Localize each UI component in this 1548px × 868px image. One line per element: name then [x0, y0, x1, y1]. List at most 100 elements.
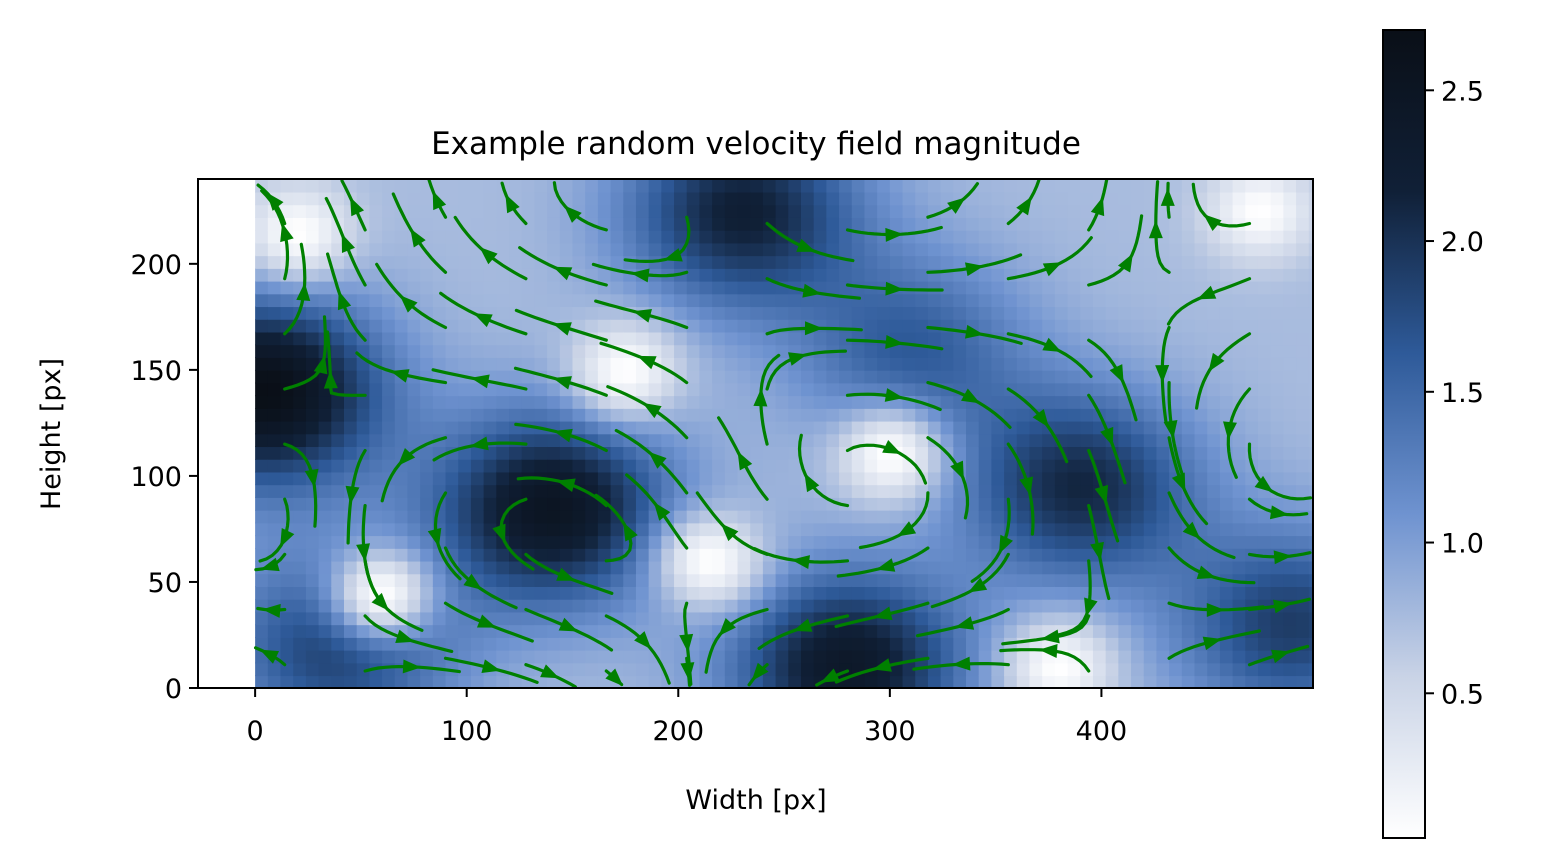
heatmap-cell — [1004, 229, 1018, 244]
heatmap-cell — [572, 229, 586, 244]
heatmap-cell — [458, 268, 472, 282]
heatmap-cell — [1156, 662, 1170, 677]
heatmap-cell — [585, 573, 599, 587]
heatmap-cell — [915, 433, 929, 448]
heatmap-cell — [623, 420, 637, 435]
heatmap-cell — [1169, 382, 1183, 397]
heatmap-cell — [877, 191, 891, 206]
heatmap-cell — [851, 242, 866, 257]
heatmap-cell — [889, 458, 904, 473]
heatmap-cell — [750, 318, 764, 333]
streamline-arrow — [961, 388, 981, 404]
heatmap-cell — [915, 522, 929, 537]
heatmap-cell — [394, 497, 409, 511]
heatmap-cell — [1181, 662, 1196, 677]
heatmap-cell — [966, 204, 980, 218]
heatmap-cell — [991, 433, 1005, 448]
heatmap-cell — [800, 522, 815, 537]
heatmap-cell — [1156, 573, 1170, 587]
heatmap-cell — [1131, 382, 1145, 397]
heatmap-cell — [356, 471, 371, 486]
heatmap-cell — [483, 522, 498, 537]
heatmap-cell — [826, 560, 840, 575]
heatmap-cell — [509, 675, 523, 688]
heatmap-cell — [1245, 637, 1259, 651]
heatmap-cell — [775, 217, 790, 231]
heatmap-cell — [1029, 535, 1043, 549]
streamline-arrow — [802, 283, 822, 298]
heatmap-cell — [407, 560, 421, 575]
heatmap-cell — [1308, 458, 1313, 473]
streamline-arrow — [1042, 262, 1063, 277]
heatmap-cell — [496, 471, 510, 486]
heatmap-cell — [318, 598, 333, 613]
heatmap-cell — [572, 535, 586, 549]
heatmap-cell — [877, 268, 891, 282]
heatmap-cell — [1131, 318, 1145, 333]
y-axis-label: Height [px] — [36, 358, 67, 510]
heatmap-cell — [369, 408, 383, 422]
heatmap-cell — [737, 420, 752, 435]
heatmap-cell — [1245, 446, 1259, 460]
heatmap-cell — [1080, 624, 1094, 638]
heatmap-cell — [839, 204, 853, 218]
heatmap-cell — [470, 395, 485, 409]
streamline-arrow — [876, 558, 896, 572]
heatmap-cell — [966, 229, 980, 244]
heatmap-cell — [470, 191, 485, 206]
heatmap-cell — [1245, 179, 1259, 193]
heatmap-cell — [1156, 586, 1170, 600]
heatmap-cell — [699, 306, 713, 320]
heatmap-cell — [978, 344, 993, 358]
heatmap-cell — [305, 331, 320, 346]
heatmap-cell — [305, 497, 320, 511]
heatmap-cell — [496, 217, 510, 231]
heatmap-cell — [610, 471, 625, 486]
heatmap-cell — [1207, 420, 1221, 435]
heatmap-cell — [940, 458, 955, 473]
heatmap-cell — [521, 522, 536, 537]
heatmap-cell — [1042, 573, 1056, 587]
heatmap-cell — [1067, 229, 1082, 244]
heatmap-cell — [762, 509, 777, 524]
heatmap-cell — [382, 229, 396, 244]
heatmap-cell — [1156, 280, 1170, 295]
heatmap-cell — [521, 458, 536, 473]
heatmap-cell — [1004, 408, 1018, 422]
heatmap-cell — [762, 675, 777, 688]
heatmap-cell — [1080, 560, 1094, 575]
heatmap-cell — [267, 509, 282, 524]
heatmap-cell — [991, 509, 1005, 524]
heatmap-cell — [572, 548, 586, 562]
heatmap-cell — [978, 382, 993, 397]
heatmap-cell — [991, 191, 1005, 206]
heatmap-cell — [648, 318, 663, 333]
heatmap-cell — [1054, 458, 1069, 473]
heatmap-cell — [724, 217, 739, 231]
heatmap-cell — [648, 624, 663, 638]
heatmap-cell — [318, 522, 333, 537]
heatmap-cell — [927, 191, 942, 206]
heatmap-cell — [724, 293, 739, 308]
heatmap-cell — [382, 331, 396, 346]
heatmap-cell — [420, 573, 434, 587]
heatmap-cell — [534, 395, 548, 409]
heatmap-cell — [813, 217, 828, 231]
heatmap-cell — [420, 191, 434, 206]
heatmap-cell — [813, 497, 828, 511]
heatmap-cell — [635, 586, 650, 600]
heatmap-cell — [382, 204, 396, 218]
heatmap-cell — [813, 433, 828, 448]
heatmap-cell — [610, 458, 625, 473]
heatmap-cell — [1257, 395, 1272, 409]
streamline-arrow — [479, 247, 498, 265]
heatmap-cell — [483, 268, 498, 282]
heatmap-cell — [331, 458, 345, 473]
heatmap-cell — [1067, 344, 1082, 358]
heatmap-cell — [547, 280, 561, 295]
heatmap-cell — [1118, 548, 1132, 562]
heatmap-cell — [1219, 624, 1234, 638]
heatmap-cell — [737, 548, 752, 562]
heatmap-cell — [1156, 318, 1170, 333]
heatmap-cell — [1207, 369, 1221, 384]
